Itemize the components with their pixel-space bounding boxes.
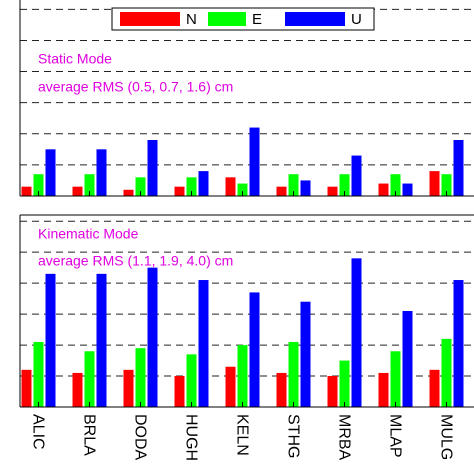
legend-swatch xyxy=(120,12,180,26)
bar xyxy=(429,369,440,407)
x-tick-label: STHG xyxy=(284,414,301,458)
bar xyxy=(45,273,56,407)
x-tick-label: MULG xyxy=(437,414,454,460)
bar xyxy=(390,351,401,407)
bar xyxy=(96,149,107,196)
bar xyxy=(186,177,197,196)
bar xyxy=(72,372,83,407)
bar xyxy=(96,273,107,407)
annotation: Kinematic Mode xyxy=(38,226,139,242)
annotation: average RMS (0.5, 0.7, 1.6) cm xyxy=(38,79,233,95)
legend-swatch xyxy=(208,12,246,26)
bar xyxy=(429,171,440,196)
legend-label: E xyxy=(252,11,262,28)
bar xyxy=(276,186,287,196)
bar xyxy=(147,140,158,196)
bar xyxy=(21,186,32,196)
x-tick-label: DODA xyxy=(131,414,148,461)
bar xyxy=(276,372,287,407)
x-tick-label: HUGH xyxy=(182,414,199,461)
bar xyxy=(300,180,311,196)
bar xyxy=(45,149,56,196)
bar xyxy=(174,376,185,407)
bar xyxy=(402,183,413,196)
x-tick-label: MLAP xyxy=(386,414,403,458)
bar xyxy=(123,189,134,196)
legend-label: U xyxy=(351,11,362,28)
bar xyxy=(84,351,95,407)
bar xyxy=(198,280,209,407)
x-tick-label: ALIC xyxy=(29,414,46,450)
bar xyxy=(249,292,260,407)
annotation: Static Mode xyxy=(38,51,112,67)
x-tick-label: BRLA xyxy=(80,414,97,456)
bar xyxy=(441,338,452,407)
bar xyxy=(123,369,134,407)
bar xyxy=(186,354,197,407)
annotation: average RMS (1.1, 1.9, 4.0) cm xyxy=(38,253,233,269)
bar xyxy=(33,174,44,196)
bar xyxy=(441,174,452,196)
bar xyxy=(327,376,338,407)
bar xyxy=(378,183,389,196)
legend-label: N xyxy=(186,11,197,28)
bar xyxy=(339,360,350,407)
bar xyxy=(174,186,185,196)
bar xyxy=(135,348,146,407)
bar xyxy=(351,155,362,196)
bar xyxy=(288,341,299,407)
bar xyxy=(402,311,413,407)
bar xyxy=(378,372,389,407)
bar xyxy=(390,174,401,196)
bar xyxy=(351,258,362,407)
bar xyxy=(135,177,146,196)
bar xyxy=(453,280,464,407)
bar xyxy=(84,174,95,196)
bar xyxy=(339,174,350,196)
bar xyxy=(72,186,83,196)
bar xyxy=(225,177,236,196)
bar xyxy=(237,345,248,407)
bar xyxy=(33,341,44,407)
bar xyxy=(327,186,338,196)
bar xyxy=(147,267,158,407)
bar xyxy=(21,369,32,407)
bar xyxy=(453,140,464,196)
x-tick-label: MRBA xyxy=(335,414,352,461)
bar xyxy=(249,127,260,196)
legend-swatch xyxy=(285,12,345,26)
x-tick-label: KELN xyxy=(233,414,250,456)
bar xyxy=(225,366,236,407)
bar xyxy=(198,171,209,196)
bar xyxy=(288,174,299,196)
bar xyxy=(237,183,248,196)
bar xyxy=(300,301,311,407)
